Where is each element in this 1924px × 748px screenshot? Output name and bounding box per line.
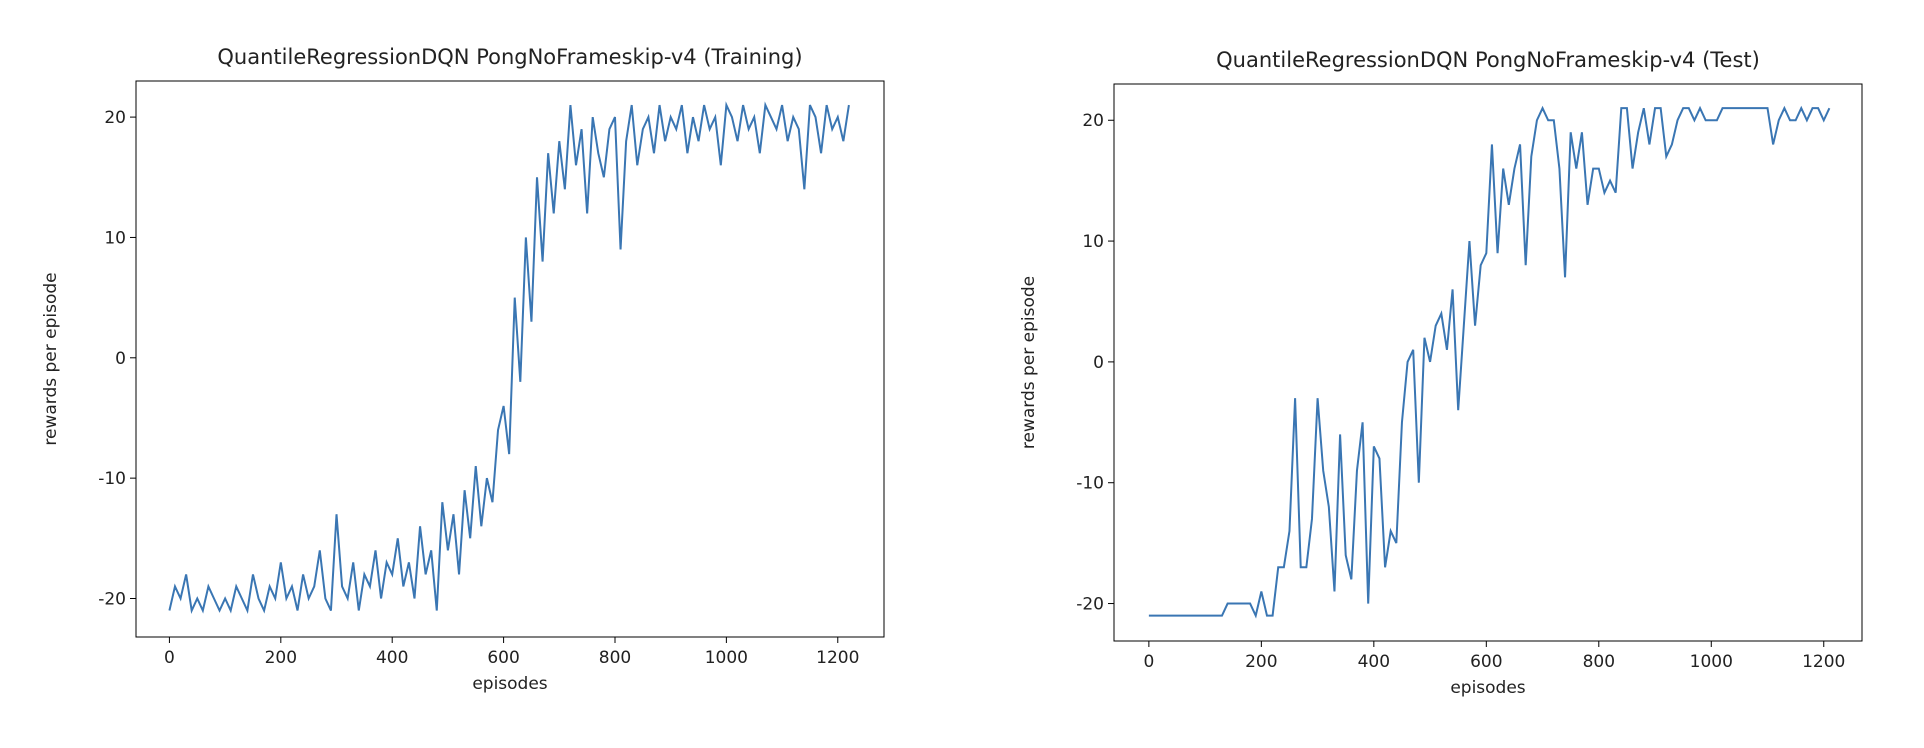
x-tick-label: 0 <box>164 648 175 668</box>
x-tick-label: 400 <box>376 648 408 668</box>
y-tick-label: -10 <box>1076 474 1104 494</box>
x-tick-label: 600 <box>487 648 519 668</box>
x-tick-label: 200 <box>265 648 297 668</box>
x-tick-label: 0 <box>1143 652 1154 672</box>
x-tick-label: 200 <box>1245 652 1277 672</box>
x-tick-label: 800 <box>1583 652 1615 672</box>
chart-title: QuantileRegressionDQN PongNoFrameskip-v4… <box>217 45 802 69</box>
y-tick-label: -20 <box>98 589 126 609</box>
x-tick-label: 800 <box>599 648 631 668</box>
y-tick-label: 0 <box>115 349 126 369</box>
line-series <box>168 101 850 614</box>
plot-frame <box>1113 83 1863 642</box>
x-axis-label: episodes <box>472 674 547 694</box>
plot-frame <box>135 80 885 638</box>
y-tick-label: 20 <box>1082 111 1104 131</box>
x-tick-label: 1000 <box>1690 652 1733 672</box>
y-tick-label: 0 <box>1093 353 1104 373</box>
y-tick-label: 10 <box>1082 232 1104 252</box>
y-tick-label: 20 <box>104 108 126 128</box>
y-axis-label: rewards per episode <box>1019 276 1039 449</box>
x-tick-label: 600 <box>1470 652 1502 672</box>
y-tick-label: -10 <box>98 469 126 489</box>
y-axis-label: rewards per episode <box>41 272 61 445</box>
chart-title: QuantileRegressionDQN PongNoFrameskip-v4… <box>1216 48 1760 72</box>
y-tick-label: -20 <box>1076 595 1104 615</box>
x-tick-label: 1000 <box>705 648 748 668</box>
y-tick-label: 10 <box>104 228 126 248</box>
x-tick-label: 400 <box>1358 652 1390 672</box>
x-axis-label: episodes <box>1450 678 1525 698</box>
line-series <box>1148 105 1831 619</box>
x-tick-label: 1200 <box>1802 652 1845 672</box>
x-tick-label: 1200 <box>816 648 859 668</box>
